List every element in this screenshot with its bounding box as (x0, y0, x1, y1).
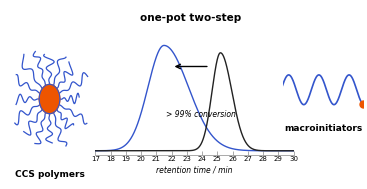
Circle shape (39, 84, 60, 114)
Text: one-pot two-step: one-pot two-step (140, 13, 241, 23)
X-axis label: retention time / min: retention time / min (156, 165, 233, 174)
Text: macroinitiators: macroinitiators (284, 124, 362, 133)
Text: CCS polymers: CCS polymers (15, 170, 84, 179)
Text: > 99% conversion: > 99% conversion (166, 110, 235, 119)
